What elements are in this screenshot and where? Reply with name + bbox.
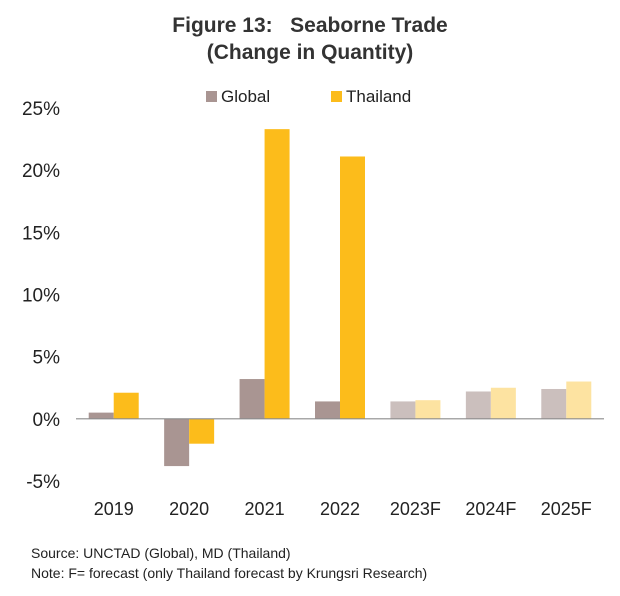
- y-tick-label: 20%: [22, 161, 60, 182]
- x-tick-label: 2020: [169, 499, 209, 519]
- legend-swatch-thailand: [331, 91, 342, 102]
- source-note: Source: UNCTAD (Global), MD (Thailand): [31, 545, 291, 561]
- legend-label-thailand: Thailand: [346, 87, 411, 106]
- y-tick-label: 5%: [33, 348, 61, 369]
- y-tick-label: -5%: [26, 472, 60, 493]
- x-tick-label: 2025F: [541, 499, 592, 519]
- legend-label-global: Global: [221, 87, 270, 106]
- x-tick-label: 2022: [320, 499, 360, 519]
- bar-thailand-2024f: [490, 387, 516, 419]
- bar-global-2022: [315, 401, 340, 419]
- y-tick-label: 15%: [22, 223, 60, 244]
- bar-thailand-2025f: [566, 381, 592, 419]
- legend: Global Thailand: [206, 87, 411, 106]
- x-tick-label: 2019: [94, 499, 134, 519]
- y-tick-label: 10%: [22, 286, 60, 307]
- bar-thailand-2023f: [415, 400, 441, 419]
- bar-global-2024f: [465, 391, 491, 419]
- bar-global-2019: [88, 412, 114, 419]
- bars: [88, 129, 592, 467]
- y-tick-label: 0%: [33, 410, 61, 431]
- y-tick-label: 25%: [22, 99, 60, 120]
- bar-global-2023f: [390, 401, 416, 419]
- bar-global-2020: [164, 418, 190, 467]
- y-axis-ticks: -5% 0% 5% 10% 15% 20% 25%: [22, 99, 60, 493]
- x-tick-label: 2021: [245, 499, 285, 519]
- legend-swatch-global: [206, 91, 217, 102]
- bar-global-2025f: [541, 388, 567, 419]
- bar-global-2021: [239, 379, 265, 419]
- forecast-note: Note: F= forecast (only Thailand forecas…: [31, 565, 428, 581]
- x-axis-ticks: 2019 2020 2021 2022 2023F 2024F 2025F: [94, 499, 592, 519]
- bar-thailand-2021: [264, 129, 290, 419]
- x-tick-label: 2023F: [390, 499, 441, 519]
- chart-subtitle: (Change in Quantity): [206, 41, 414, 64]
- bar-thailand-2022: [340, 156, 365, 419]
- bar-thailand-2020: [189, 418, 215, 444]
- chart-title: Figure 13: Seaborne Trade: [172, 14, 448, 37]
- x-tick-label: 2024F: [465, 499, 516, 519]
- bar-chart: -5% 0% 5% 10% 15% 20% 25% 2019 2020 2021 2022 2023…: [22, 87, 604, 519]
- bar-thailand-2019: [113, 392, 139, 419]
